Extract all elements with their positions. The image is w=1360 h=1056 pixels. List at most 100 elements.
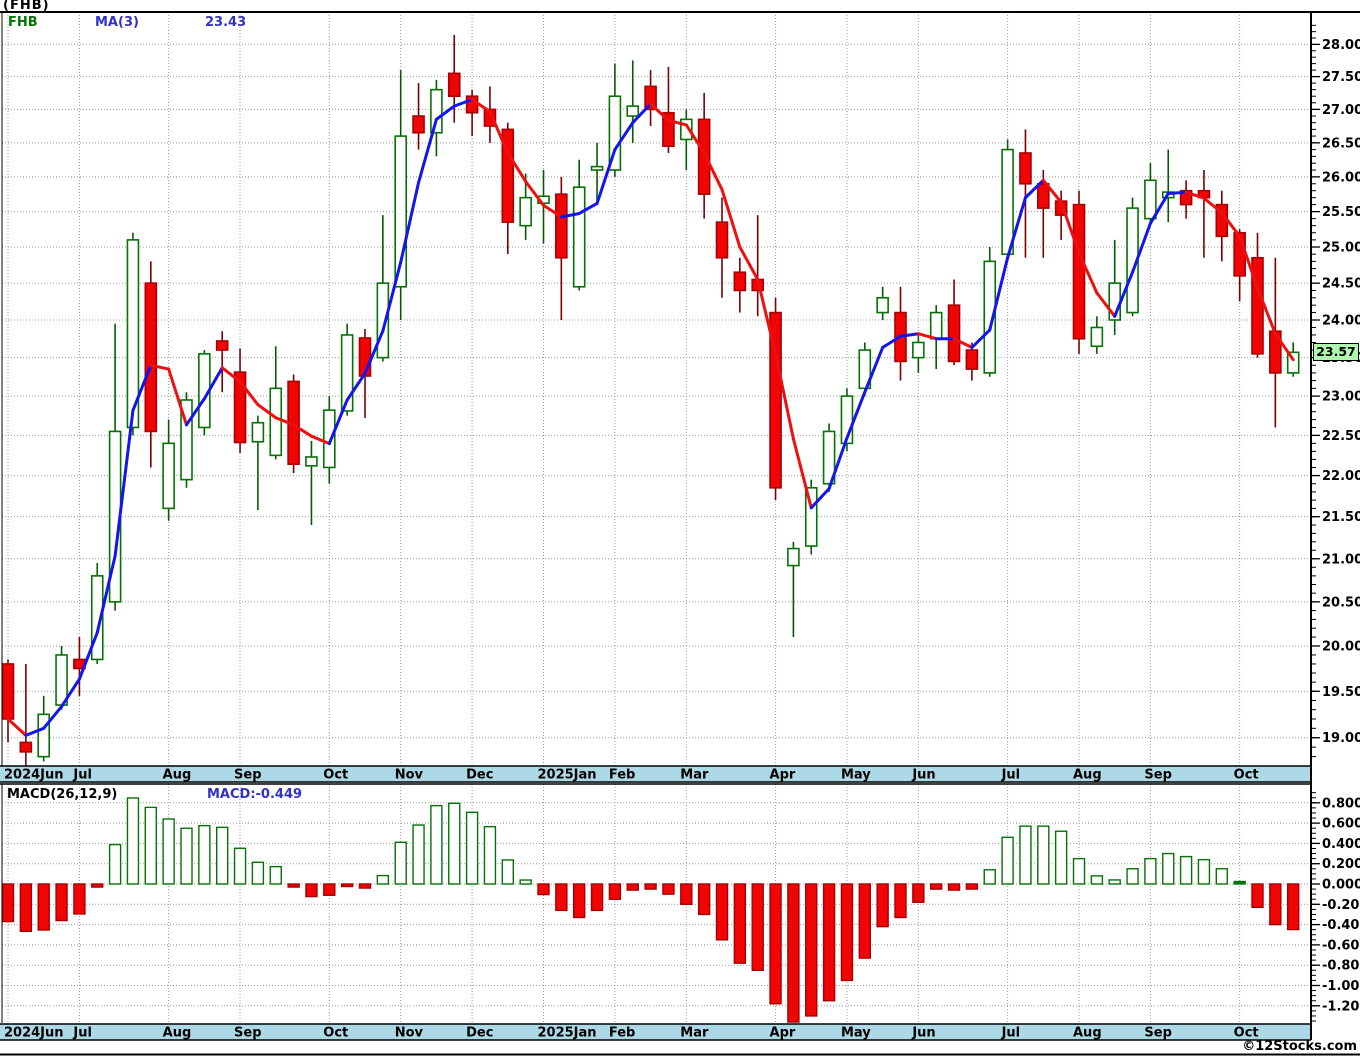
macd-bar — [1233, 880, 1246, 885]
candle-body — [430, 88, 443, 134]
candle-body — [162, 442, 175, 510]
ma-line-segment — [256, 403, 278, 420]
macd-bar — [1019, 825, 1032, 885]
candle-body — [251, 421, 265, 443]
ma-line-segment — [899, 332, 920, 338]
ma-line-segment — [774, 352, 795, 441]
legend-ma-value: 23.43 — [205, 15, 247, 30]
month-label: Oct — [323, 768, 348, 783]
axis-tick-label: -0.400 — [1322, 918, 1360, 933]
axis-tick-label: 0.600 — [1322, 817, 1360, 832]
month-label: Jul — [72, 768, 92, 783]
macd-bar — [787, 883, 800, 1023]
ma-line-segment — [399, 181, 421, 264]
candle-body — [340, 334, 354, 412]
candle-body — [733, 271, 747, 292]
candle-body — [1179, 189, 1193, 206]
macd-bar — [930, 883, 943, 890]
macd-bar — [697, 883, 711, 916]
macd-bar — [198, 824, 211, 885]
ma-line-segment — [1238, 234, 1259, 290]
month-label: Dec — [466, 768, 493, 783]
macd-bar — [590, 883, 604, 912]
axis-tick-label: -1.200 — [1322, 999, 1360, 1014]
macd-bar — [894, 883, 907, 919]
candle-body — [501, 128, 515, 223]
month-label: Apr — [770, 768, 796, 783]
month-label: May — [841, 1026, 871, 1041]
candle-body — [1001, 148, 1014, 255]
ma-line-segment — [559, 211, 581, 219]
ma-line-segment — [1059, 200, 1081, 255]
ma-line-segment — [613, 121, 635, 152]
macd-bar — [448, 802, 461, 885]
month-label: Oct — [1234, 1026, 1259, 1041]
candle-body — [215, 340, 229, 351]
ma-line-segment — [292, 423, 313, 438]
axis-tick-label: 20.50 — [1322, 595, 1360, 610]
right-axis: 28.00 27.50 27.00 26.50 26.00 25.50 25.00 24.50… — [0, 11, 1360, 1056]
macd-bar — [626, 883, 639, 891]
macd-bar — [55, 883, 68, 922]
candle-body — [840, 395, 854, 445]
candle-body — [572, 186, 586, 288]
candle-body — [483, 108, 497, 127]
ma-line-segment — [1256, 286, 1277, 336]
macd-bar — [644, 883, 657, 890]
macd-bar — [269, 865, 282, 885]
ma-line-segment — [6, 717, 28, 737]
ma-line-segment — [1023, 178, 1045, 200]
month-label: Sep — [234, 1026, 261, 1041]
axis-tick-label: 25.00 — [1322, 241, 1360, 256]
axis-tick-label: 21.00 — [1322, 552, 1360, 567]
page-title: (FHB) — [3, 0, 50, 13]
candle-body — [644, 85, 657, 111]
axis-tick-label: 0.000 — [1322, 878, 1360, 893]
ma-line-segment — [506, 151, 528, 183]
axis-tick-label: 26.00 — [1322, 170, 1360, 185]
candle-body — [787, 547, 800, 567]
macd-bar — [251, 861, 265, 885]
month-label: Aug — [163, 768, 192, 783]
ma-line-segment — [452, 97, 474, 108]
macd-bar — [769, 883, 782, 1005]
macd-bar — [805, 883, 818, 1017]
month-label: 2024Jun — [4, 768, 64, 783]
ma-line-segment — [202, 366, 224, 401]
ma-line-segment — [220, 366, 242, 384]
price-pane — [2, 34, 1300, 766]
macd-bar — [465, 811, 479, 885]
macd-bar — [573, 883, 586, 919]
axis-tick-label: -1.000 — [1322, 979, 1360, 994]
axis-tick-label: 19.50 — [1322, 685, 1360, 700]
axis-tick-label: 24.50 — [1322, 277, 1360, 292]
axis-tick-label: -0.600 — [1322, 938, 1360, 953]
month-label: 2025Jan — [538, 768, 597, 783]
month-label: Oct — [323, 1026, 348, 1041]
candle-body — [929, 311, 943, 340]
candle-body — [608, 95, 622, 171]
ma-line-segment — [827, 436, 849, 491]
candle-body — [37, 713, 51, 758]
ma-line-segment — [1220, 211, 1242, 238]
candle-body — [662, 111, 675, 148]
ma-line-segment — [702, 151, 724, 192]
macd-bar — [983, 869, 996, 885]
candle-body — [1037, 182, 1050, 209]
month-label: Aug — [163, 1026, 192, 1041]
macd-bar — [430, 804, 443, 885]
ma-line-segment — [1077, 251, 1099, 295]
candle-body — [376, 282, 390, 359]
axis-tick-label: 21.50 — [1322, 510, 1360, 525]
candle-body — [447, 72, 461, 98]
last-price-badge: 23.57 — [1313, 343, 1359, 361]
ma-line-segment — [24, 726, 46, 737]
axis-tick-label: 0.200 — [1322, 857, 1360, 872]
candle-body — [590, 165, 604, 171]
ma-line-segment — [238, 380, 260, 407]
ma-line-segment — [274, 416, 296, 427]
macd-bar — [1269, 883, 1282, 926]
macd-bar — [376, 874, 390, 885]
